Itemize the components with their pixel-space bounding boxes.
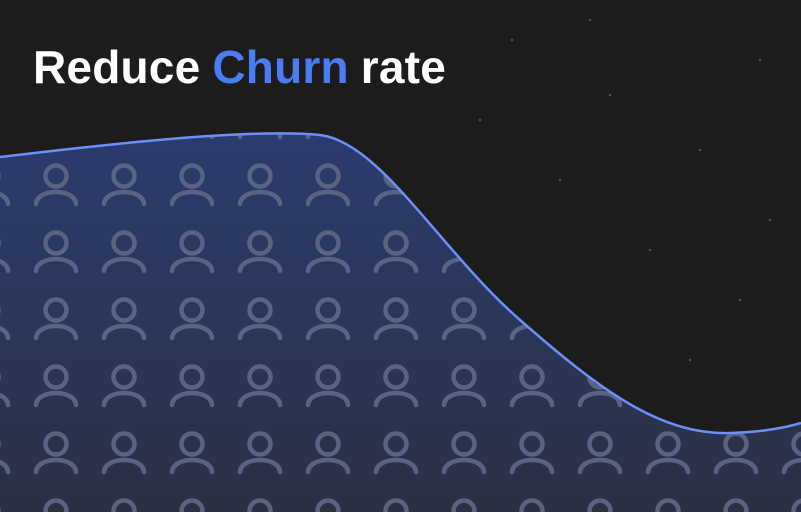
curve	[0, 132, 801, 435]
headline-text: Reduce	[33, 41, 201, 93]
headline: Reduce Churn rate	[33, 40, 446, 94]
headline-highlight: Churn	[212, 41, 349, 93]
stars	[419, 19, 771, 361]
headline-text: rate	[360, 41, 446, 93]
user-icons	[0, 133, 801, 512]
